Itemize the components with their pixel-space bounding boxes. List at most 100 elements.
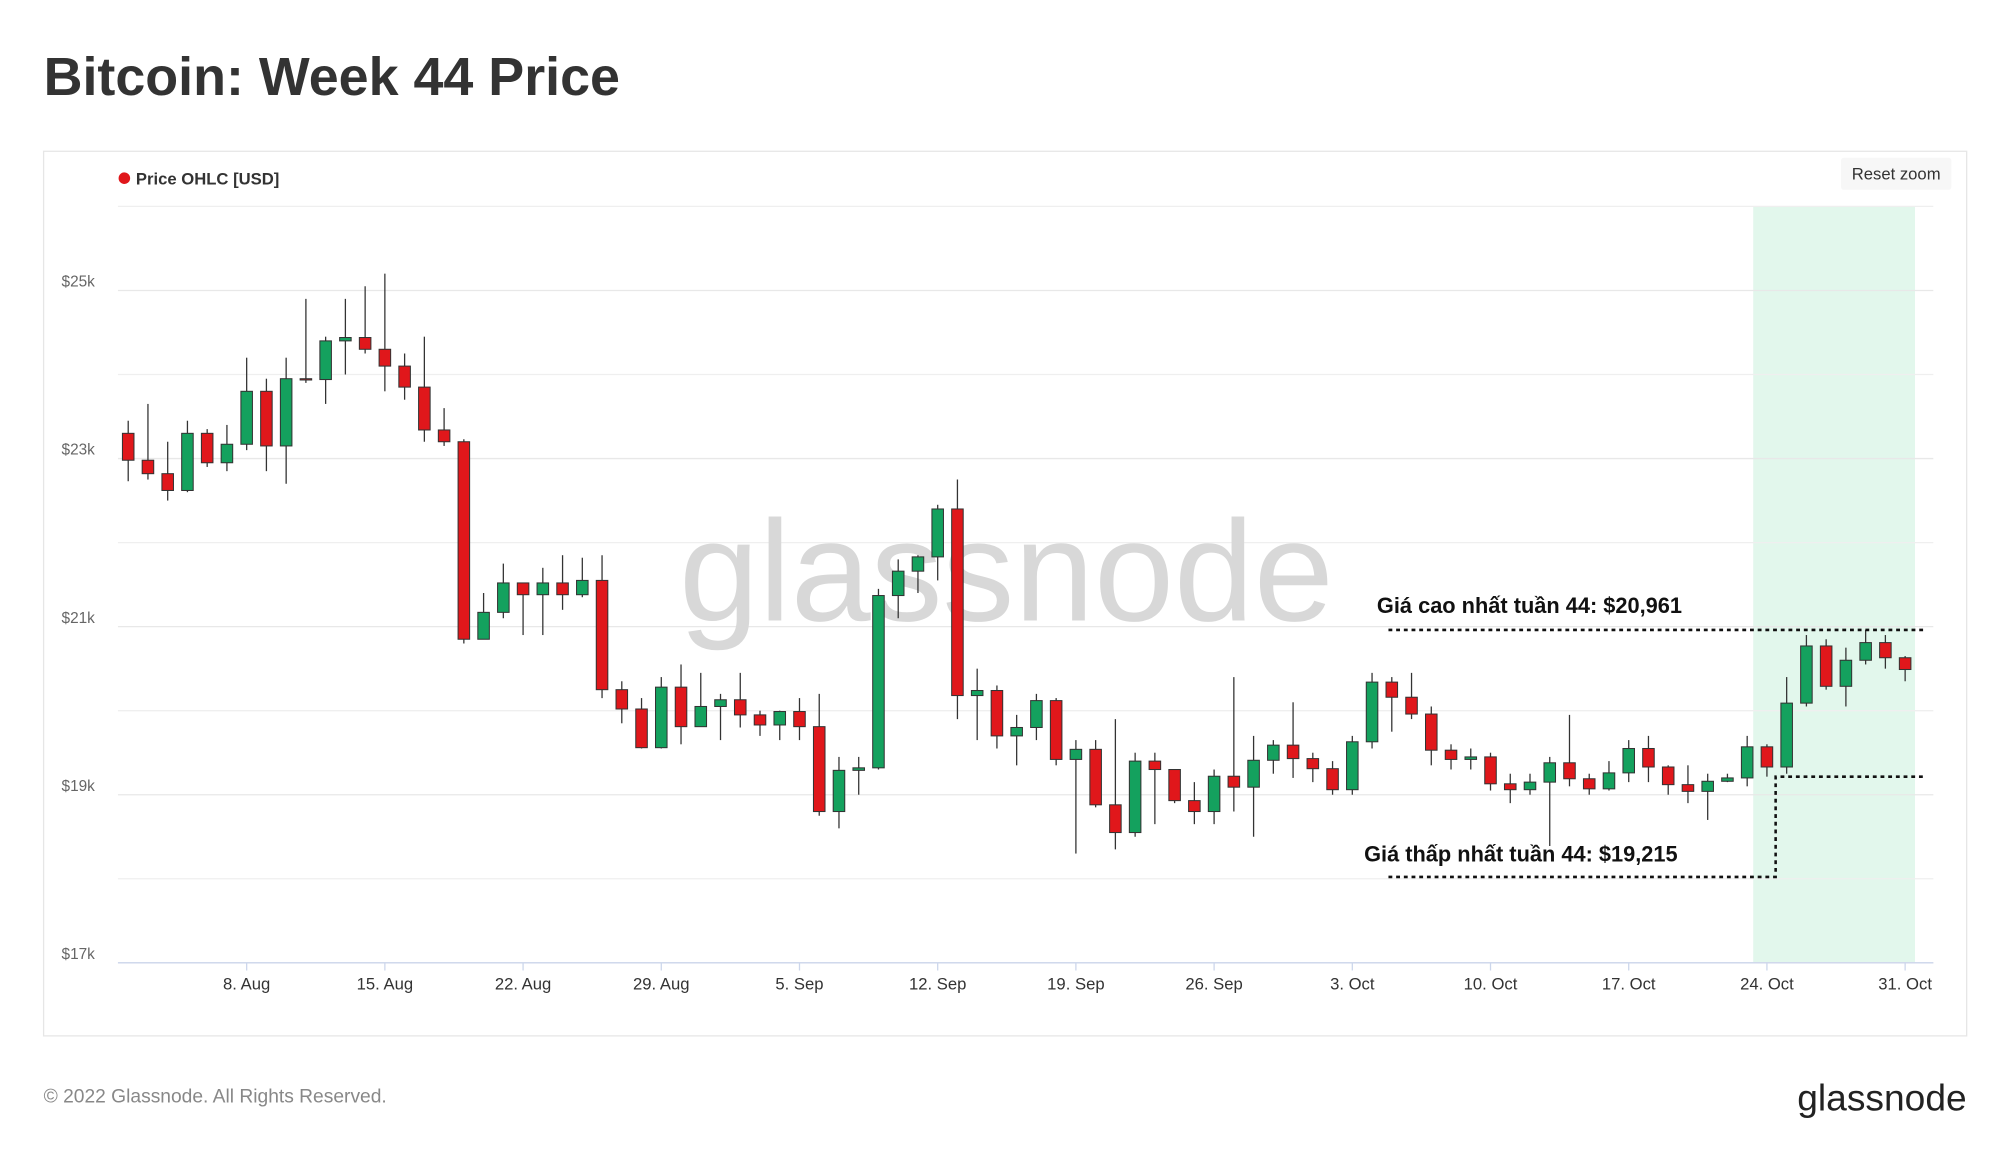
candle-body [1859,642,1872,661]
candle-body [121,432,135,461]
candle-body [418,386,431,431]
candle-body [457,441,471,640]
candle-body [990,689,1004,737]
candle-body [437,429,451,443]
candle-body [378,348,392,367]
candle-body [654,686,668,749]
x-tick-label: 8. Aug [223,975,270,994]
footer: © 2022 Glassnode. All Rights Reserved. [44,1087,387,1108]
candle-body [951,508,964,697]
x-tick-label: 12. Sep [909,975,966,994]
candle-body [773,711,787,726]
candle-body [220,443,234,464]
candle-body [1879,642,1892,659]
candle-body [161,473,174,491]
candle-body [1642,747,1655,768]
candle-body [733,699,747,716]
candle-body [141,459,155,475]
legend-label: Price OHLC [USD] [136,170,279,189]
candle-body [1721,777,1734,782]
candle-body [1701,780,1714,792]
candle-body [576,579,589,596]
candle-body [1326,768,1339,791]
candle-body [1582,778,1596,790]
candle-body [1207,775,1221,813]
x-tick-label: 29. Aug [633,975,689,994]
candle-body [931,508,944,558]
candle-body [1602,772,1616,790]
reset-zoom-button[interactable]: Reset zoom [1841,157,1952,190]
candle-body [1109,804,1122,834]
candle-body [477,611,490,640]
button-bg[interactable] [1841,157,1952,190]
watermark: glassnode [679,492,1334,652]
week-highlight [1753,206,1915,963]
candle-body [1898,657,1912,671]
candle-body [339,337,352,342]
y-tick-label: $17k [62,946,96,963]
page-title: Bitcoin: Week 44 Price [44,47,620,107]
logo: glassnode [1797,1076,1966,1118]
y-tick-label: $19k [62,778,96,795]
x-tick-label: 22. Aug [495,975,552,994]
candle-body [1839,659,1853,687]
candle-body [1503,783,1517,791]
candle-body [1543,762,1557,783]
candle-body [1780,702,1793,768]
x-tick-label: 31. Oct [1878,975,1932,994]
y-tick-label: $25k [62,274,96,291]
candle-body [1306,758,1320,770]
candle-body [516,582,530,596]
candle-body [1425,713,1438,751]
candle-body [1622,747,1636,774]
candle-body [1227,775,1241,788]
candle-body [911,556,925,572]
candle-body [753,714,767,726]
candle-body [852,767,865,771]
candle-body [1148,760,1162,771]
candle-body [398,365,411,388]
candle-body [1760,746,1774,768]
candle-body [1049,700,1063,760]
candle-body [1800,645,1813,704]
candle-body [556,582,569,596]
candle-body [891,570,905,597]
y-tick-label: $21k [62,610,96,627]
candle-body [1385,681,1399,698]
candle-body [358,337,372,350]
candle-body [714,699,727,707]
annotation-label: Giá cao nhất tuần 44: $20,961 [1377,593,1682,618]
annotation-label: Giá thấp nhất tuần 44: $19,215 [1364,842,1678,867]
candle-body [1346,741,1359,791]
candle-body [1405,696,1418,715]
chart-frame [42,150,1968,1037]
plot: $17k $19k $21k $23k $25k glassnode 8. Aug 15. A… [62,205,1934,994]
candle-body [595,579,609,691]
candle-body [1365,681,1379,743]
candle-body [1464,756,1478,760]
candle-body [812,726,826,813]
candle-body [1069,748,1083,760]
candle-body [1286,744,1300,760]
x-tick-label: 3. Oct [1330,975,1375,994]
candle-body [1010,726,1023,737]
candle-body [1740,746,1754,779]
candle-body [635,708,648,749]
candle-body [497,582,510,613]
candle-body [1089,748,1102,806]
candle-body [536,582,550,596]
candle-body [200,432,214,464]
candle-body [872,595,885,769]
candle-body [1523,781,1537,791]
annotation-line [1388,775,1924,879]
candle-body [1444,749,1458,760]
candle-body [260,390,273,447]
candle-body [1484,756,1497,785]
candle-body [279,378,293,447]
y-tick-label: $23k [62,442,96,459]
legend-marker [118,172,131,184]
candle-body [1681,784,1695,792]
button-label[interactable]: Reset zoom [1852,164,1941,183]
